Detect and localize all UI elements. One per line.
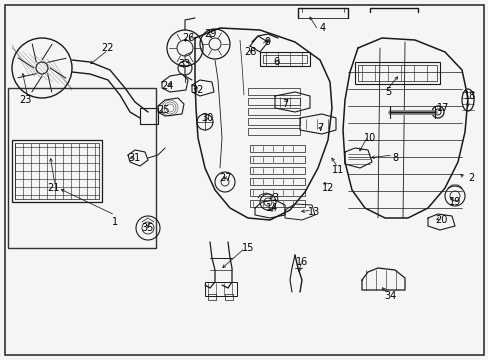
Text: 8: 8 [391, 153, 397, 163]
Bar [12, 140, 102, 202]
Text: 27: 27 [219, 173, 232, 183]
Text: 10: 10 [363, 133, 375, 143]
Bar [247, 98, 299, 105]
Text: 17: 17 [436, 103, 448, 113]
Text: 5: 5 [384, 87, 390, 97]
Text: 35: 35 [142, 223, 154, 233]
Text: 26: 26 [182, 33, 194, 43]
Text: 32: 32 [191, 85, 204, 95]
Bar [249, 178, 305, 185]
Bar [249, 167, 305, 174]
Text: 13: 13 [307, 207, 320, 217]
Text: 9: 9 [264, 37, 269, 47]
Text: 18: 18 [463, 91, 475, 101]
Text: 14: 14 [265, 203, 278, 213]
Bar [247, 118, 299, 125]
Text: 16: 16 [295, 257, 307, 267]
Bar [247, 88, 299, 95]
Text: 7: 7 [281, 99, 287, 109]
Bar [247, 128, 299, 135]
Bar [204, 282, 237, 296]
Text: 3: 3 [271, 193, 278, 203]
Text: 24: 24 [161, 81, 173, 91]
Bar [249, 145, 305, 152]
Bar [354, 62, 439, 84]
Bar [249, 156, 305, 163]
Text: 33: 33 [178, 59, 190, 69]
Bar [357, 65, 436, 81]
Text: 4: 4 [319, 23, 325, 33]
Text: 20: 20 [434, 215, 446, 225]
Text: 2: 2 [467, 173, 473, 183]
Text: 15: 15 [242, 243, 254, 253]
Text: 12: 12 [321, 183, 333, 193]
Bar [249, 189, 305, 196]
Text: 11: 11 [331, 165, 344, 175]
Text: 31: 31 [128, 153, 140, 163]
Text: 22: 22 [102, 43, 114, 53]
Text: 1: 1 [112, 217, 118, 227]
Text: 19: 19 [448, 197, 460, 207]
Bar [8, 88, 156, 248]
Bar [224, 294, 232, 300]
Bar [140, 108, 158, 124]
Bar [260, 52, 309, 66]
Text: 7: 7 [316, 123, 323, 133]
Text: 21: 21 [47, 183, 59, 193]
Bar [247, 108, 299, 115]
Text: 30: 30 [201, 113, 213, 123]
Bar [15, 143, 99, 199]
Text: 28: 28 [244, 47, 256, 57]
Text: 29: 29 [203, 29, 216, 39]
Bar [207, 294, 216, 300]
Text: 25: 25 [157, 105, 169, 115]
Bar [263, 55, 306, 63]
Text: 6: 6 [272, 57, 279, 67]
Text: 34: 34 [383, 291, 395, 301]
Bar [249, 200, 305, 207]
Text: 23: 23 [19, 95, 31, 105]
